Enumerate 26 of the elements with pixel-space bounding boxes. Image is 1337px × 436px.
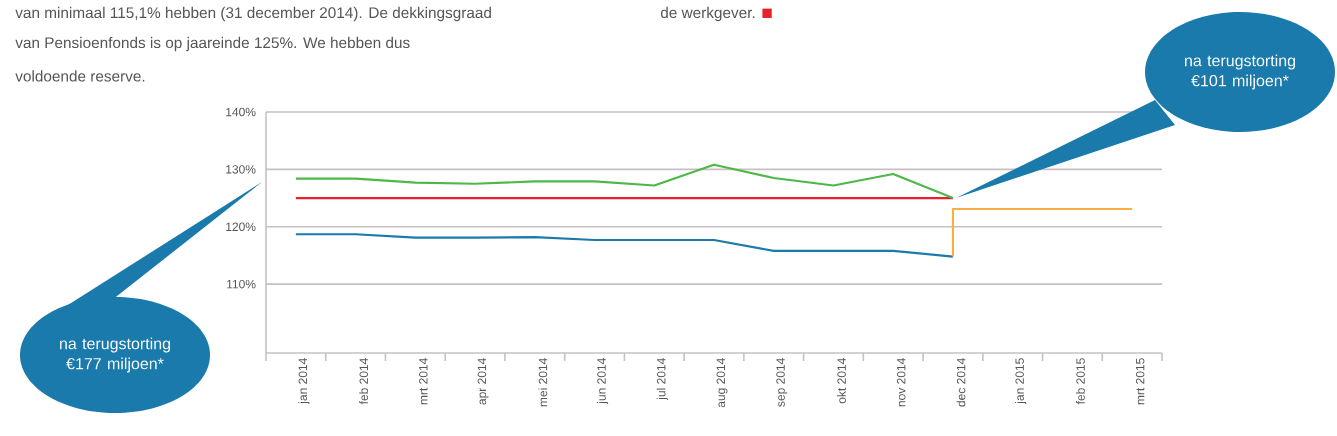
y-tick-label: 140% [226,107,256,117]
x-tick-label: dec 2014 [956,358,966,407]
line-series [294,163,955,200]
x-tick-label: jun 2014 [596,358,609,405]
x-tick-label: mrt 2014 [419,358,428,405]
x-tick-label: apr 2014 [477,358,489,405]
x-tick-label: okt 2014 [837,358,846,404]
text: voldoende reserve. [15,70,145,82]
x-tick-label: feb 2015 [1076,358,1085,405]
x-tick-label: mei 2014 [538,358,548,407]
x-tick-label: aug 2014 [716,358,728,408]
x-tick-label: jan 2014 [298,358,310,405]
text: van minimaal 115,1% hebben (31 december 2014). De dekkingsgraad [15,6,491,22]
x-tick-label: feb 2014 [359,358,369,405]
text: na terugstorting €177 miljoen* [60,337,170,373]
x-tick-label: jan 2015 [1015,358,1027,405]
text: de werkgever. [660,6,755,22]
y-tick-label: 130% [226,165,256,174]
y-tick-label: 110% [227,279,256,289]
x-tick-label: sep 2014 [776,358,788,407]
text: na terugstorting €101 miljoen* [1185,54,1295,90]
text: van Pensioenfonds is op jaareinde 125%. We hebben dus [15,36,410,52]
x-tick-label: mrt 2015 [1135,358,1145,405]
y-tick-label: 120% [226,222,256,232]
x-tick-label: jul 2014 [656,358,668,401]
x-tick-label: nov 2014 [896,358,906,407]
